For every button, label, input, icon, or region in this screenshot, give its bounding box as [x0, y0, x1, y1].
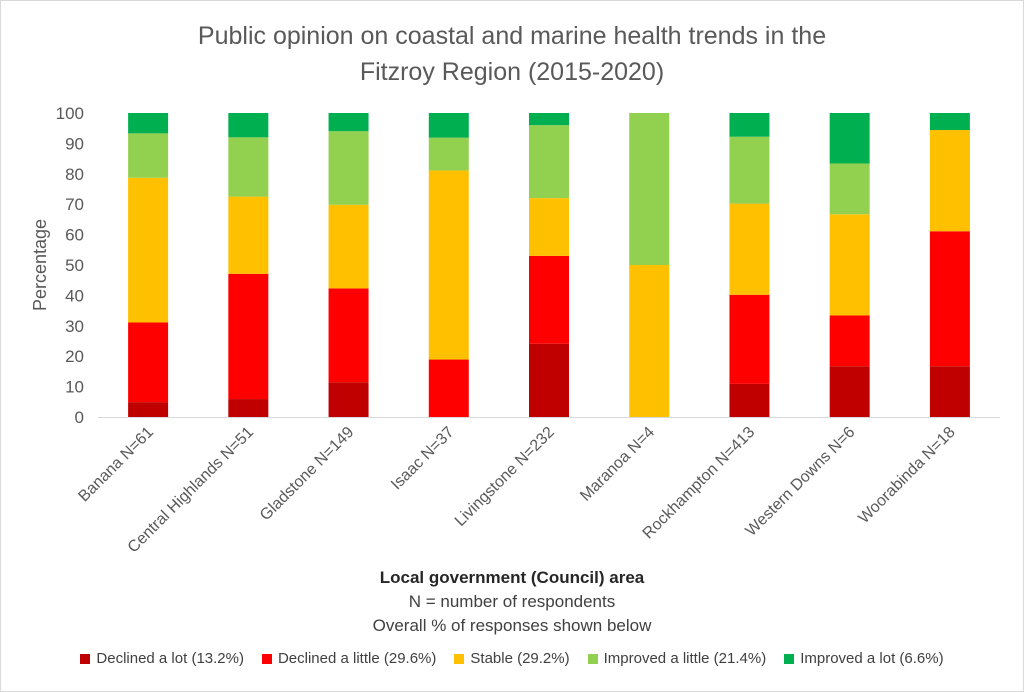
- bar-segment: [729, 136, 770, 204]
- legend-item: Declined a lot (13.2%): [80, 650, 244, 667]
- x-tick-label: Livingstone N=232: [452, 424, 558, 530]
- y-tick-label: 70: [65, 195, 84, 214]
- legend-item: Improved a little (21.4%): [587, 650, 767, 667]
- x-tick-label: Rockhampton N=413: [640, 424, 759, 543]
- legend-swatch: [784, 653, 795, 664]
- bar-segment: [529, 113, 569, 126]
- bar-segment: [128, 113, 169, 134]
- y-tick-label: 60: [65, 226, 84, 245]
- bar-segment: [529, 125, 569, 199]
- bar-segment: [929, 130, 970, 232]
- y-tick-label: 90: [65, 134, 84, 153]
- bar-segment: [829, 315, 870, 367]
- legend-label: Improved a lot (6.6%): [800, 650, 944, 667]
- bar-segment: [228, 273, 269, 400]
- legend-swatch: [587, 653, 598, 664]
- bar-segment: [428, 113, 469, 138]
- bar-segment: [829, 163, 870, 215]
- legend-swatch: [261, 653, 272, 664]
- x-tick-label: Maranoa N=4: [577, 424, 658, 505]
- bar-segment: [128, 322, 169, 403]
- bar-segment: [328, 382, 369, 417]
- bar-segment: [629, 113, 670, 265]
- bar-segment: [729, 203, 770, 295]
- bar-segment: [328, 131, 369, 205]
- bar-segment: [929, 366, 970, 417]
- legend-label: Declined a lot (13.2%): [96, 650, 244, 667]
- legend-label: Improved a little (21.4%): [603, 650, 767, 667]
- x-axis-title: Local government (Council) area: [379, 568, 645, 587]
- chart-title-line-1: Public opinion on coastal and marine hea…: [197, 22, 827, 50]
- x-tick-label: Western Downs N=6: [743, 424, 859, 540]
- bar-segment: [128, 402, 169, 417]
- y-tick-label: 100: [56, 104, 84, 123]
- bar-segment: [328, 113, 369, 132]
- legend-item: Declined a little (29.6%): [261, 650, 437, 667]
- bar-segment: [328, 288, 369, 383]
- bar-segment: [228, 113, 269, 138]
- x-axis-title-block: Local government (Council) area N = numb…: [0, 566, 1024, 638]
- bar-segment: [729, 113, 770, 137]
- x-tick-label: Woorabinda N=18: [855, 424, 958, 527]
- y-tick-label: 0: [75, 408, 84, 427]
- y-tick-label: 40: [65, 286, 84, 305]
- chart-legend: Declined a lot (13.2%) Declined a little …: [0, 650, 1024, 667]
- y-tick-label: 10: [65, 378, 84, 397]
- bar-segment: [228, 196, 269, 274]
- bar-segment: [829, 366, 870, 417]
- bar-segment: [128, 177, 169, 323]
- bar-segment: [529, 255, 569, 344]
- y-axis-title: Percentage: [30, 219, 50, 311]
- legend-label: Declined a little (29.6%): [277, 650, 437, 667]
- bar-segment: [228, 137, 269, 197]
- y-tick-label: 80: [65, 165, 84, 184]
- bar-segment: [729, 294, 770, 384]
- bar-segment: [228, 399, 269, 417]
- bar-segment: [428, 137, 469, 171]
- legend-swatch: [454, 653, 465, 664]
- bar-segment: [529, 198, 569, 256]
- bar-segment: [529, 343, 569, 417]
- bar-segment: [729, 383, 770, 417]
- legend-item: Stable (29.2%): [454, 650, 570, 667]
- x-axis-note-2: Overall % of responses shown below: [372, 616, 652, 635]
- bar-segment: [328, 204, 369, 289]
- legend-label: Stable (29.2%): [470, 650, 570, 667]
- bar-segment: [929, 231, 970, 367]
- y-tick-label: 20: [65, 347, 84, 366]
- bar-segment: [829, 214, 870, 316]
- x-tick-label: Banana N=61: [75, 424, 157, 506]
- y-tick-label: 50: [65, 256, 84, 275]
- x-tick-label: Gladstone N=149: [257, 424, 357, 524]
- y-tick-label: 30: [65, 317, 84, 336]
- bar-segment: [829, 113, 870, 164]
- legend-item: Improved a lot (6.6%): [784, 650, 944, 667]
- x-axis-note-1: N = number of respondents: [408, 592, 616, 611]
- bar-segment: [428, 359, 469, 417]
- legend-swatch: [80, 653, 91, 664]
- chart-title: Public opinion on coastal and marine hea…: [0, 18, 1024, 90]
- x-tick-label: Isaac N=37: [388, 424, 458, 494]
- chart-title-line-2: Fitzroy Region (2015-2020): [359, 58, 665, 86]
- bar-segment: [428, 170, 469, 360]
- bar-segment: [929, 113, 970, 131]
- bar-segment: [629, 265, 670, 417]
- bar-segment: [128, 133, 169, 178]
